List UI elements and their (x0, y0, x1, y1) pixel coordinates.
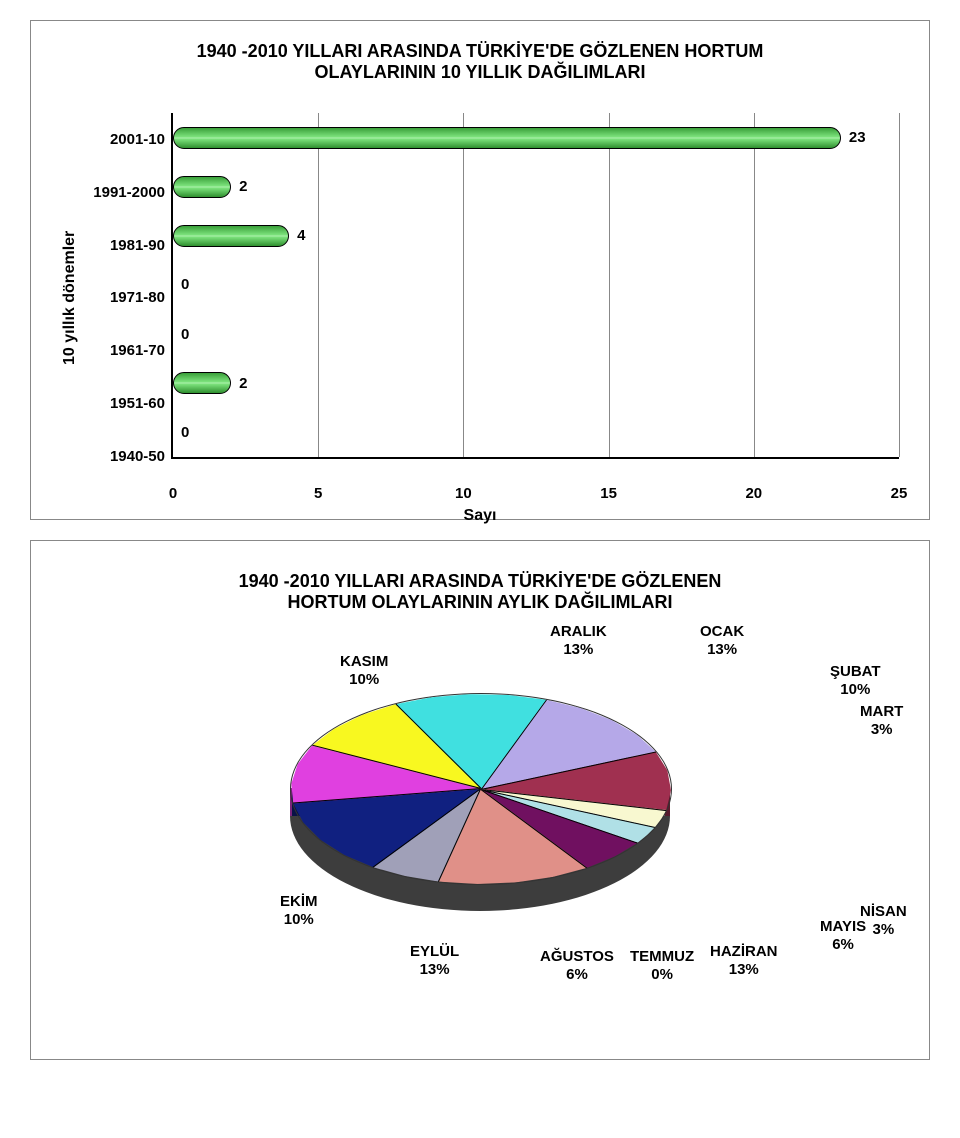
pie-chart-frame: 1940 -2010 YILLARI ARASINDA TÜRKİYE'DE G… (30, 540, 930, 1060)
pie-label-şubat: ŞUBAT10% (830, 663, 881, 699)
pie-label-mayis: MAYIS6% (820, 918, 866, 954)
bar-value-label: 0 (181, 276, 189, 293)
y-tick-label: 1951-60 (85, 395, 165, 412)
pie-label-eylül: EYLÜL13% (410, 943, 459, 979)
bar-row: 4 (173, 211, 899, 260)
pie-chart-title: 1940 -2010 YILLARI ARASINDA TÜRKİYE'DE G… (61, 571, 899, 613)
pie-label-ağustos: AĞUSTOS6% (540, 948, 614, 984)
bar-chart-frame: 1940 -2010 YILLARI ARASINDA TÜRKİYE'DE G… (30, 20, 930, 520)
y-axis-label: 10 yıllık dönemler (61, 113, 85, 483)
bar-value-label: 0 (181, 326, 189, 343)
bar-value-label: 23 (849, 129, 866, 146)
x-axis-label: Sayı (464, 507, 497, 525)
pie-top (290, 693, 672, 885)
pie-label-eki̇m: EKİM10% (280, 893, 318, 929)
y-tick-label: 1991-2000 (85, 184, 165, 201)
pie-label-temmuz: TEMMUZ0% (630, 948, 694, 984)
pie-label-hazi̇ran: HAZİRAN13% (710, 943, 778, 979)
y-tick-label: 1971-80 (85, 289, 165, 306)
bar-row: 0 (173, 260, 899, 309)
bar (173, 225, 289, 247)
bar (173, 127, 841, 149)
pie-label-ocak: OCAK13% (700, 623, 744, 659)
y-tick-label: 2001-10 (85, 131, 165, 148)
pie-label-aralik: ARALIK13% (550, 623, 607, 659)
title-line2: OLAYLARININ 10 YILLIK DAĞILIMLARI (314, 62, 645, 82)
y-tick-label: 1940-50 (85, 448, 165, 465)
y-tick-label: 1961-70 (85, 342, 165, 359)
bar-row: 0 (173, 408, 899, 457)
pie-title-line1: 1940 -2010 YILLARI ARASINDA TÜRKİYE'DE G… (239, 571, 722, 591)
bar-value-label: 2 (239, 178, 247, 195)
bar-row: 2 (173, 162, 899, 211)
bar-chart-title: 1940 -2010 YILLARI ARASINDA TÜRKİYE'DE G… (61, 41, 899, 83)
title-line1: 1940 -2010 YILLARI ARASINDA TÜRKİYE'DE G… (197, 41, 764, 61)
pie-title-line2: HORTUM OLAYLARININ AYLIK DAĞILIMLARI (288, 592, 673, 612)
pie-container: ARALIK13%OCAK13%ŞUBAT10%MART3%NİSAN3%MAY… (290, 693, 670, 883)
bar (173, 372, 231, 394)
y-tick-labels: 2001-10 1991-2000 1981-90 1971-80 1961-70 195… (85, 113, 171, 483)
pie-label-mart: MART3% (860, 703, 903, 739)
bar-value-label: 2 (239, 375, 247, 392)
bar-row: 2 (173, 359, 899, 408)
bar-value-label: 0 (181, 424, 189, 441)
pie-label-kasim: KASIM10% (340, 653, 388, 689)
bar (173, 176, 231, 198)
pie-label-ni̇san: NİSAN3% (860, 903, 907, 939)
plot-area: 0510152025 23240020 (171, 113, 899, 459)
bar-row: 23 (173, 113, 899, 162)
y-tick-label: 1981-90 (85, 237, 165, 254)
bar-chart-body: 10 yıllık dönemler 2001-10 1991-2000 1981-… (61, 113, 899, 483)
bar-value-label: 4 (297, 227, 305, 244)
bar-row: 0 (173, 310, 899, 359)
